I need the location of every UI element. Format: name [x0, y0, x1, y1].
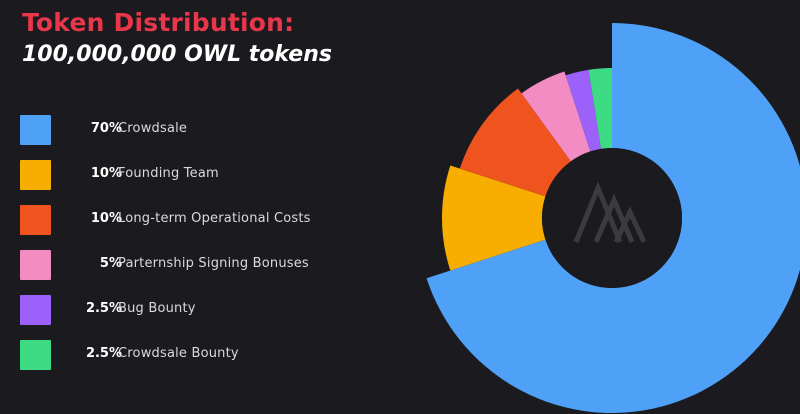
logo-stroke [593, 193, 635, 243]
legend-swatch [20, 340, 51, 370]
pie-slice [565, 69, 602, 152]
legend-item: 70% Crowdsale [20, 115, 380, 145]
pie-slice [426, 23, 800, 413]
legend-item: 2.5% Bug Bounty [20, 295, 380, 325]
legend-percent: 2.5% [85, 301, 122, 316]
pie-slice [442, 165, 546, 271]
legend-item: 5% Parternship Signing Bonuses [20, 250, 380, 280]
page-title: Token Distribution: [22, 8, 295, 37]
logo-stroke [573, 181, 623, 243]
legend-percent: 70% [90, 121, 122, 136]
legend-label: Crowdsale Bounty [118, 346, 239, 361]
legend-item: 10% Long-term Operational Costs [20, 205, 380, 235]
pie-slice [588, 68, 612, 149]
legend-label: Founding Team [118, 166, 219, 181]
legend-swatch [20, 295, 51, 325]
legend-percent: 10% [90, 166, 122, 181]
legend-swatch [20, 250, 51, 280]
logo-stroke [613, 206, 647, 244]
legend-percent: 10% [90, 211, 122, 226]
pie-slice [459, 88, 571, 197]
legend-label: Long-term Operational Costs [118, 211, 311, 226]
page-subtitle: 100,000,000 OWL tokens [22, 42, 332, 67]
pie-slice [521, 71, 591, 162]
legend-percent: 2.5% [85, 346, 122, 361]
legend-item: 10% Founding Team [20, 160, 380, 190]
legend-percent: 5% [99, 256, 122, 271]
legend-swatch [20, 115, 51, 145]
legend: 70% Crowdsale 10% Founding Team 10% Long-term… [20, 0, 380, 414]
legend-label: Parternship Signing Bonuses [118, 256, 309, 271]
legend-swatch [20, 205, 51, 235]
legend-swatch [20, 160, 51, 190]
legend-label: Bug Bounty [118, 301, 196, 316]
legend-item: 2.5% Crowdsale Bounty [20, 340, 380, 370]
stacked-a-logo-icon [573, 181, 647, 244]
legend-label: Crowdsale [118, 121, 188, 136]
